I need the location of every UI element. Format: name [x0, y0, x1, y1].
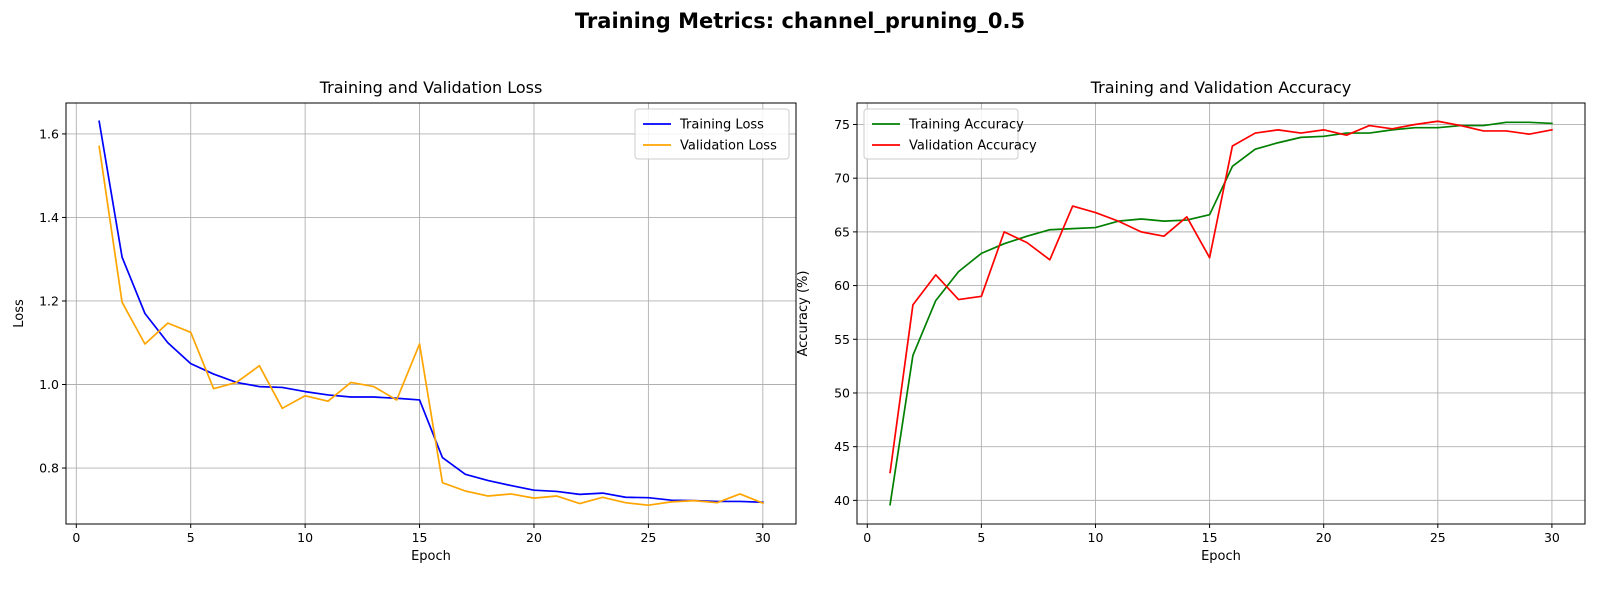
- training-accuracy-line: [889, 121, 1553, 506]
- x-tick-label: 15: [412, 530, 428, 545]
- accuracy-chart-title: Training and Validation Accuracy: [1090, 78, 1352, 97]
- training-loss-line: [98, 120, 764, 504]
- accuracy-chart-panel: 0 5 10 15 20 25 30 40 45 50 55 60 65 70 75 Training and…: [796, 78, 1586, 564]
- y-tick-label: 1.2: [39, 293, 59, 308]
- x-tick-label: 0: [863, 530, 871, 545]
- y-tick-label: 40: [834, 493, 850, 508]
- accuracy-y-axis-label: Accuracy (%): [796, 271, 811, 357]
- y-tick-label: 1.0: [39, 377, 59, 392]
- loss-axes-frame: [65, 102, 797, 525]
- y-tick-label: 55: [834, 332, 850, 347]
- loss-y-axis-label: Loss: [12, 299, 27, 328]
- legend-label-training-loss: Training Loss: [679, 118, 764, 133]
- y-tick-label: 60: [834, 278, 850, 293]
- x-tick-label: 10: [1088, 530, 1104, 545]
- x-tick-label: 20: [1316, 530, 1332, 545]
- y-tick-label: 65: [834, 224, 850, 239]
- y-tick-label: 1.4: [39, 210, 59, 225]
- y-tick-label: 45: [834, 439, 850, 454]
- x-tick-label: 25: [640, 530, 656, 545]
- figure-title: Training Metrics: channel_pruning_0.5: [575, 9, 1025, 33]
- legend-label-validation-loss: Validation Loss: [680, 139, 777, 154]
- x-tick-label: 5: [977, 530, 985, 545]
- y-tick-label: 1.6: [39, 126, 59, 141]
- accuracy-grid: [857, 103, 1585, 524]
- x-tick-label: 0: [72, 530, 80, 545]
- x-tick-label: 30: [1544, 530, 1560, 545]
- x-tick-label: 20: [526, 530, 542, 545]
- y-tick-label: 0.8: [39, 461, 59, 476]
- legend-frame: [634, 108, 790, 160]
- y-tick-label: 70: [834, 171, 850, 186]
- loss-grid: [66, 103, 796, 524]
- legend-frame: [863, 108, 1019, 160]
- loss-legend: Training Loss Validation Loss: [634, 108, 790, 160]
- accuracy-x-axis-label: Epoch: [1201, 549, 1241, 564]
- legend-label-validation-accuracy: Validation Accuracy: [909, 139, 1037, 154]
- x-tick-label: 30: [755, 530, 771, 545]
- y-tick-label: 75: [834, 117, 850, 132]
- x-tick-label: 5: [187, 530, 195, 545]
- x-tick-label: 10: [297, 530, 313, 545]
- loss-x-axis-label: Epoch: [411, 549, 451, 564]
- legend-label-training-accuracy: Training Accuracy: [908, 118, 1024, 133]
- validation-accuracy-line: [889, 120, 1553, 474]
- accuracy-axes-frame: [856, 102, 1586, 525]
- validation-loss-line: [98, 145, 764, 507]
- loss-chart-panel: 0 5 10 15 20 25 30 0.8 1.0 1.2 1.4 1.6 Training and …: [12, 78, 797, 564]
- y-tick-label: 50: [834, 385, 850, 400]
- loss-chart-title: Training and Validation Loss: [319, 78, 543, 97]
- x-tick-label: 15: [1202, 530, 1218, 545]
- accuracy-legend: Training Accuracy Validation Accuracy: [863, 108, 1037, 160]
- x-tick-label: 25: [1430, 530, 1446, 545]
